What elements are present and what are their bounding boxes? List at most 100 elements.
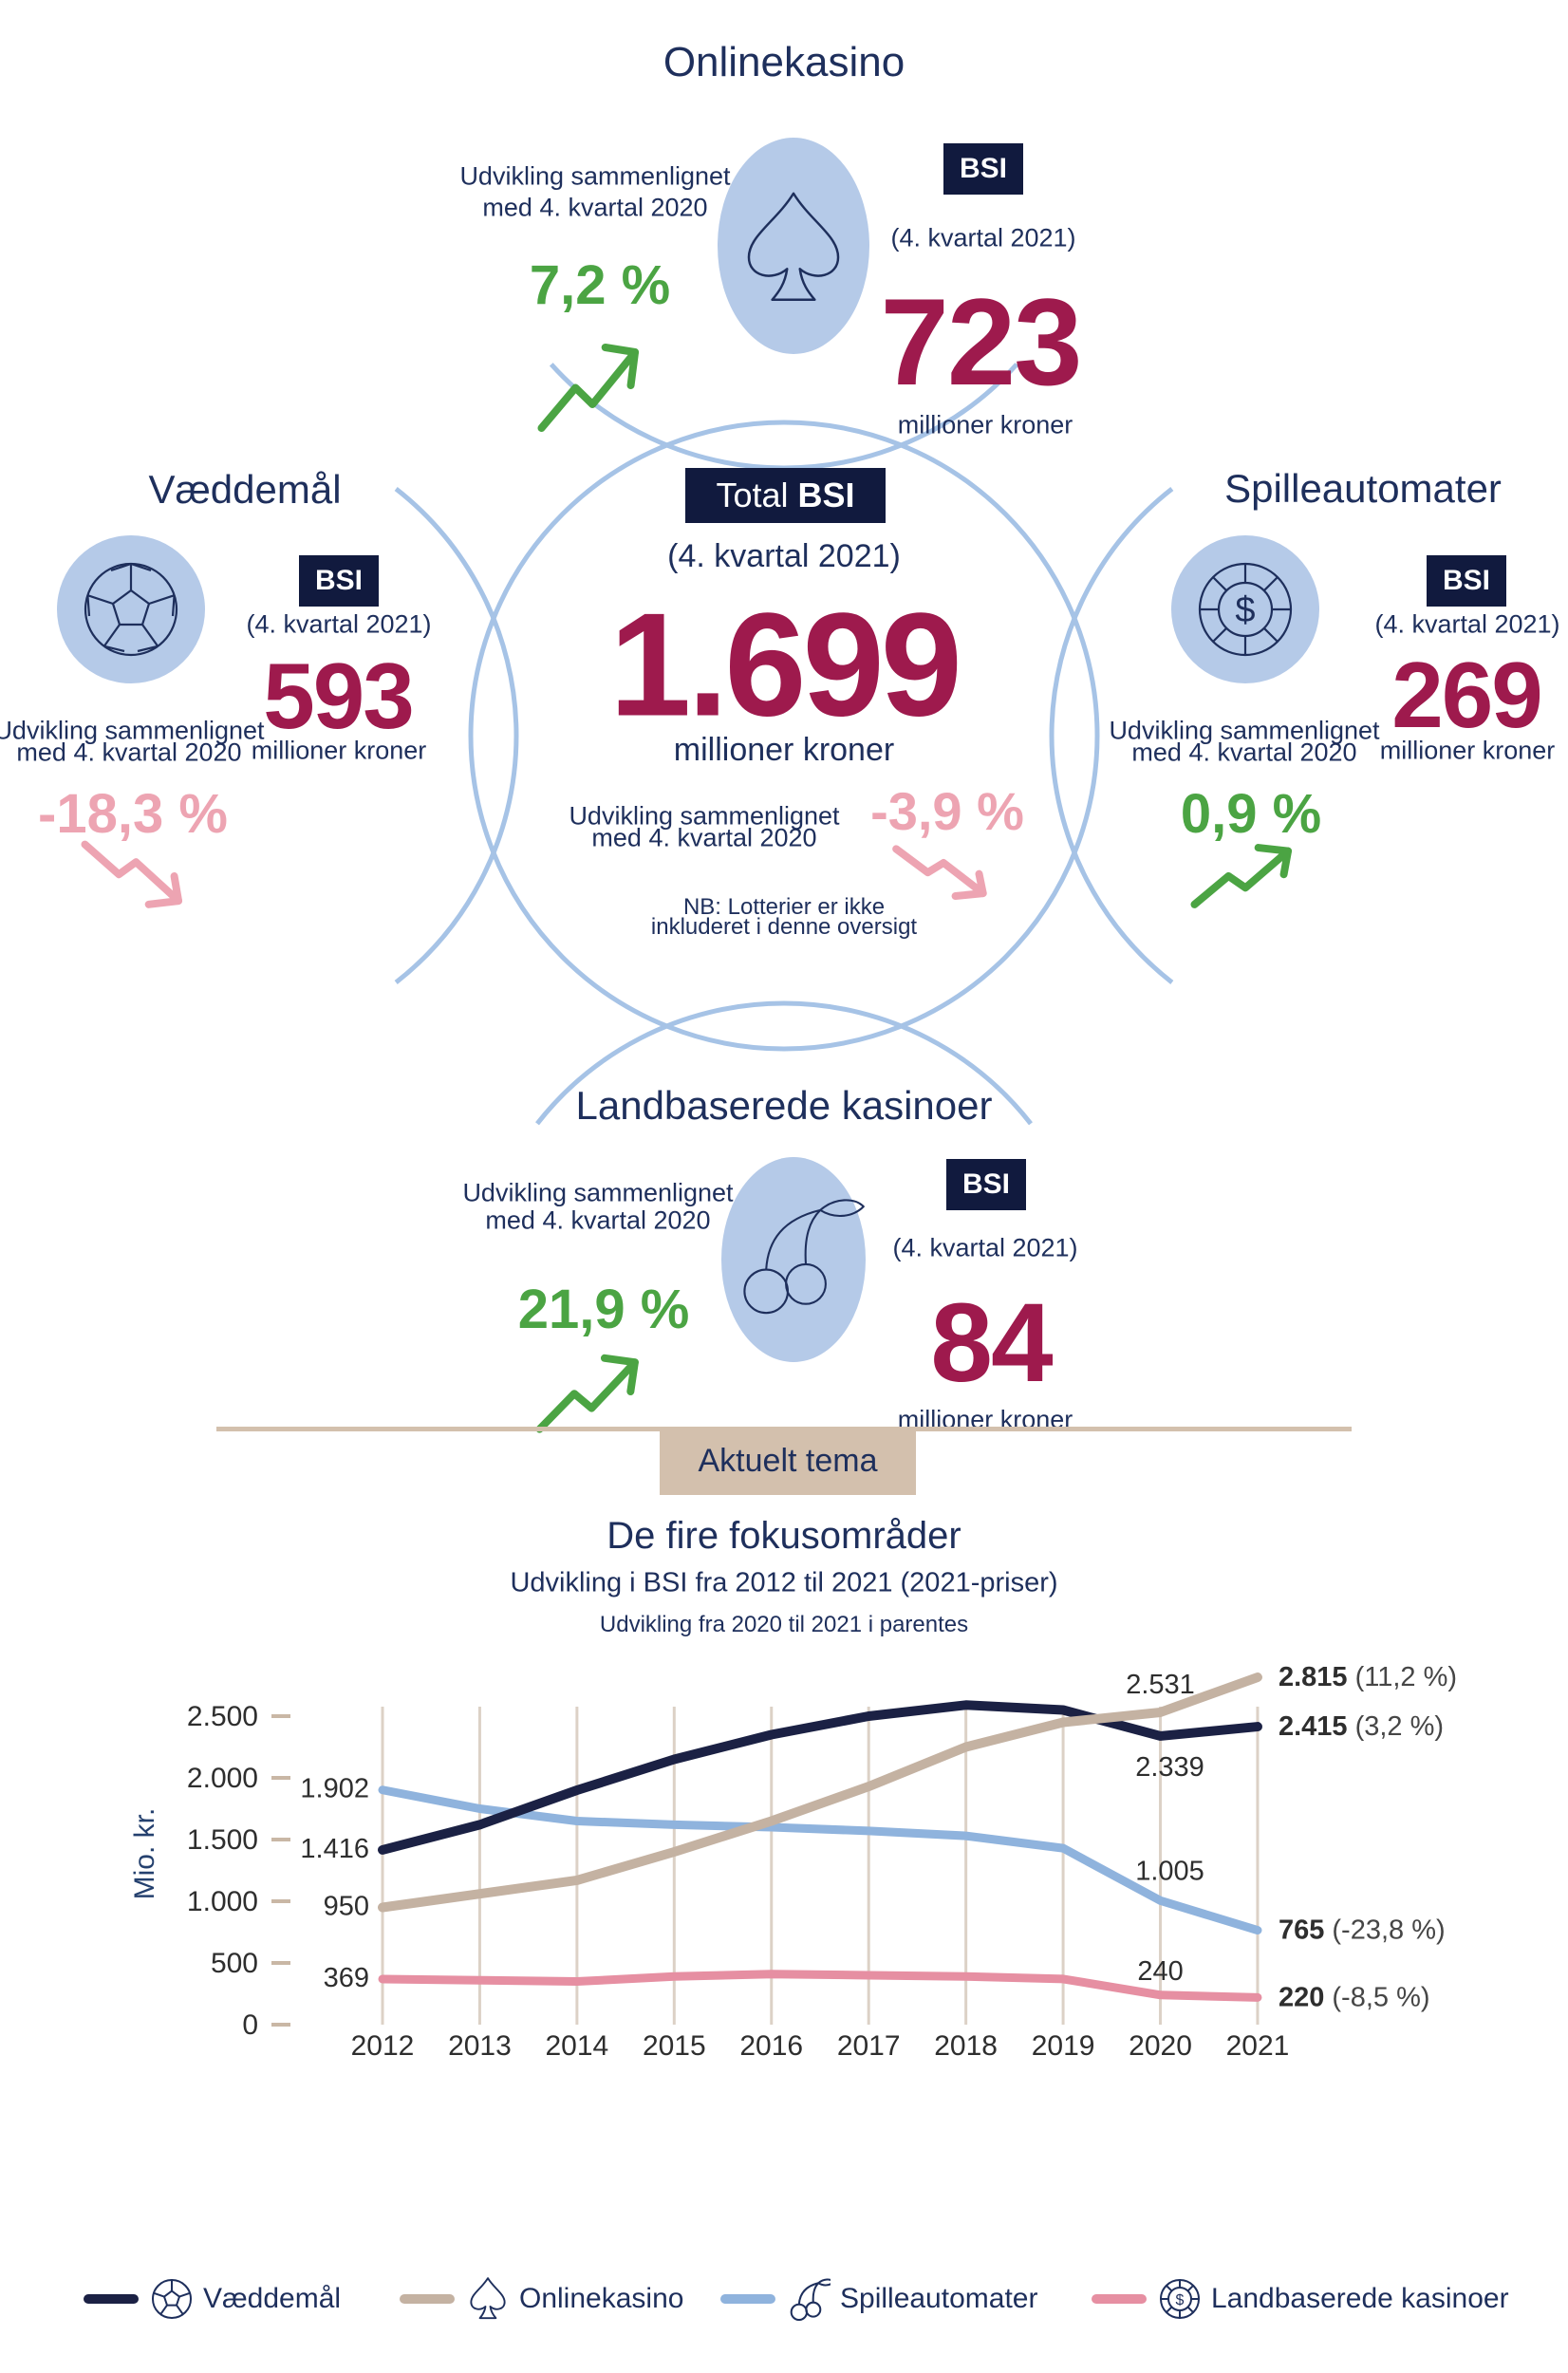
bsi-badge-label: BSI <box>314 565 363 596</box>
bsi-value: 84 <box>930 1280 1053 1406</box>
legend-swatch <box>1092 2294 1147 2304</box>
chart-point-label: 1.416 <box>300 1834 369 1864</box>
dev-label: Udvikling sammenlignet <box>0 716 265 745</box>
change-value: 7,2 % <box>529 254 671 316</box>
y-tick-label: 1.000 <box>187 1886 258 1917</box>
chart-series-line <box>378 1785 1262 1935</box>
change-value: -3,9 % <box>870 781 1024 841</box>
line-chart: Mio. kr. 2012 2013 2014 2015 2016 2017 2018 201… <box>129 1662 1457 2062</box>
dev-label: Udvikling sammenlignet <box>569 801 840 831</box>
chart-point-label: 369 <box>324 1963 369 1993</box>
chart-series-line <box>378 1970 1262 2002</box>
unit-label: millioner kroner <box>673 732 895 768</box>
trend-up-arrow-icon <box>540 347 1288 1429</box>
dev-label: med 4. kvartal 2020 <box>591 823 817 852</box>
football-icon <box>152 2279 192 2319</box>
chart-subtitle: Udvikling i BSI fra 2012 til 2021 (2021-… <box>510 1567 1058 1598</box>
y-tick-mark <box>271 1899 290 1903</box>
dev-label: med 4. kvartal 2020 <box>16 738 242 767</box>
y-tick-mark <box>271 2023 290 2027</box>
legend-item-onlinekasino: Onlinekasino <box>400 2276 683 2322</box>
x-tick-label: 2021 <box>1226 2030 1290 2062</box>
bsi-badge: BSI <box>946 1159 1026 1210</box>
chart-point-label: 2.415 (3,2 %) <box>1279 1711 1444 1742</box>
y-tick-mark <box>271 1714 290 1718</box>
coin-chip-icon: $ <box>1160 2279 1200 2319</box>
chart-point-label: 2.339 <box>1135 1752 1204 1783</box>
y-tick-label: 0 <box>242 2009 258 2041</box>
dev-label: med 4. kvartal 2020 <box>1131 738 1357 767</box>
chart-point-label: 950 <box>324 1892 369 1922</box>
y-tick-mark <box>271 1838 290 1841</box>
period-label: (4. kvartal 2021) <box>1374 609 1560 639</box>
bottom-arc <box>535 1000 1033 1126</box>
svg-text:$: $ <box>1235 590 1255 630</box>
total-bsi-badge-bold: BSI <box>797 476 855 514</box>
dev-label: med 4. kvartal 2020 <box>482 193 708 222</box>
y-tick-mark <box>271 1961 290 1965</box>
football-icon <box>57 535 205 683</box>
change-value: -18,3 % <box>38 783 228 845</box>
bsi-badge-label: BSI <box>961 1168 1010 1200</box>
section-title-vaeddemaal: Væddemål <box>148 467 342 512</box>
chart-series-line <box>378 1672 1262 1913</box>
section-title-onlinekasino: Onlinekasino <box>663 39 905 85</box>
section-title-spilleautomater: Spilleautomater <box>1224 466 1502 511</box>
svg-text:$: $ <box>1176 2292 1185 2308</box>
spade-icon <box>470 2277 506 2320</box>
y-tick-label: 500 <box>211 1948 258 1979</box>
total-bsi-badge: Total BSI <box>685 468 886 523</box>
x-tick-label: 2017 <box>837 2030 901 2062</box>
y-tick-mark <box>271 1776 290 1780</box>
center-circle-outline <box>468 420 1100 1052</box>
legend-label: Landbaserede kasinoer <box>1211 2283 1509 2314</box>
x-tick-label: 2014 <box>546 2030 609 2062</box>
bsi-value: 593 <box>263 644 415 748</box>
legend-swatch <box>84 2294 139 2304</box>
change-value: 21,9 % <box>517 1279 690 1340</box>
bsi-badge-label: BSI <box>1442 565 1490 596</box>
y-tick-label: 2.500 <box>187 1701 258 1732</box>
y-tick-label: 2.000 <box>187 1763 258 1794</box>
legend-label: Spilleautomater <box>840 2283 1038 2314</box>
bsi-badge-label: BSI <box>959 153 1007 184</box>
legend-swatch <box>400 2294 455 2304</box>
chart-point-label: 2.531 <box>1126 1670 1195 1700</box>
top-arc <box>549 363 1019 471</box>
chart-point-label: 240 <box>1137 1956 1183 1987</box>
x-tick-label: 2020 <box>1129 2030 1192 2062</box>
y-axis-label: Mio. kr. <box>129 1808 160 1900</box>
total-bsi-value: 1.699 <box>609 582 962 747</box>
legend-item-vaeddemaal: Væddemål <box>84 2276 341 2322</box>
x-tick-label: 2016 <box>739 2030 803 2062</box>
x-tick-label: 2018 <box>934 2030 998 2062</box>
change-value: 0,9 % <box>1180 783 1322 845</box>
trend-down-arrow-icon <box>84 845 982 905</box>
dev-label: Udvikling sammenlignet <box>459 161 731 191</box>
y-tick-label: 1.500 <box>187 1824 258 1856</box>
period-label: (4. kvartal 2021) <box>246 609 432 639</box>
left-arc <box>394 487 519 984</box>
x-tick-label: 2019 <box>1032 2030 1095 2062</box>
coin-chip-icon: $ <box>1171 535 1319 683</box>
period-label: (4. kvartal 2021) <box>890 223 1076 252</box>
bsi-badge: BSI <box>943 143 1023 195</box>
unit-label: millioner kroner <box>1379 736 1556 765</box>
chart-title: De fire fokusområder <box>607 1515 961 1557</box>
bsi-value: 723 <box>880 272 1083 411</box>
right-arc <box>1049 487 1174 984</box>
x-tick-label: 2015 <box>643 2030 706 2062</box>
bsi-badge: BSI <box>1427 555 1506 607</box>
unit-label: millioner kroner <box>897 410 1073 439</box>
chart-point-label: 220 (-8,5 %) <box>1279 1982 1430 2012</box>
x-tick-label: 2012 <box>351 2030 415 2062</box>
chart-series-line <box>378 1700 1262 1855</box>
dev-label: Udvikling sammenlignet <box>462 1178 734 1207</box>
total-bsi-badge-regular: Total <box>716 476 789 514</box>
footnote: NB: Lotterier er ikke <box>682 894 886 920</box>
cherry-icon <box>790 2278 831 2321</box>
chart-point-label: 765 (-23,8 %) <box>1279 1915 1446 1946</box>
period-label: (4. kvartal 2021) <box>892 1233 1078 1262</box>
